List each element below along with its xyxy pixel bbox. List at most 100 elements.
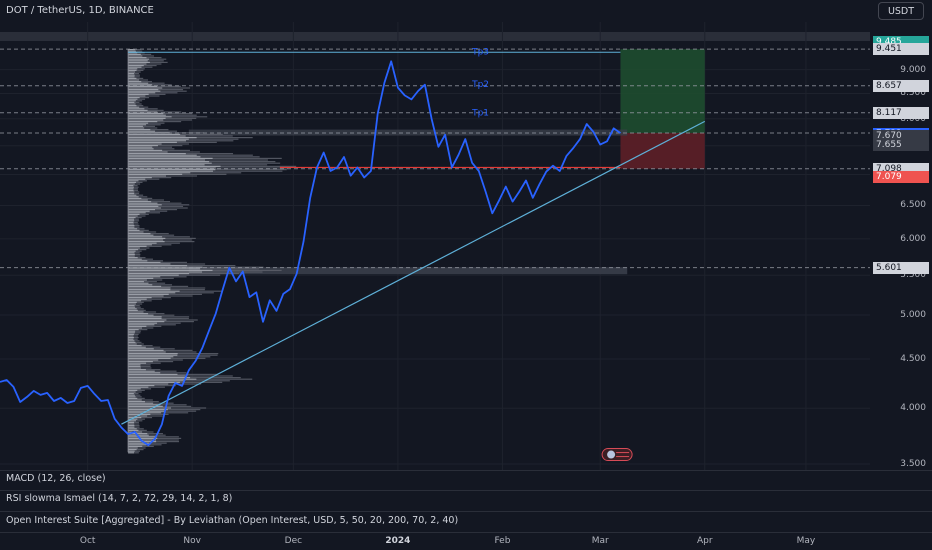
volume-profile-bar: [128, 340, 135, 342]
price-tag-value: 8.657: [876, 80, 902, 91]
volume-profile-bar: [128, 77, 137, 79]
volume-profile-bar: [128, 79, 140, 81]
volume-profile-bar: [128, 349, 164, 351]
volume-profile-bar: [128, 149, 163, 151]
volume-profile-bar: [128, 177, 152, 179]
volume-profile-bar: [128, 170, 213, 172]
volume-profile-bar: [128, 396, 136, 398]
volume-profile-bar: [128, 218, 135, 220]
flag-icon[interactable]: [601, 448, 633, 462]
volume-profile-bar: [128, 161, 210, 163]
chart-title: DOT / TetherUS, 1D, BINANCE: [6, 5, 154, 16]
volume-profile-bar: [128, 321, 165, 323]
volume-profile-bar: [128, 385, 155, 387]
price-tag-value: 7.079: [876, 171, 902, 182]
time-tick-label: Oct: [79, 536, 96, 546]
volume-profile-bar: [128, 383, 169, 385]
volume-profile-bar: [128, 145, 158, 147]
indicator-rsi[interactable]: RSI slowma Ismael (14, 7, 2, 72, 29, 14,…: [6, 493, 233, 504]
price-tag-value: 7.670: [876, 131, 902, 142]
price-tag-neutral: 8.117: [873, 106, 929, 119]
price-tag-value: 9.485: [876, 36, 902, 47]
volume-profile-bar: [128, 447, 138, 449]
volume-profile-bar: [128, 252, 135, 254]
indicator-macd[interactable]: MACD (12, 26, close): [6, 473, 106, 484]
volume-profile-bar: [128, 346, 146, 348]
volume-profile-bar: [128, 114, 166, 116]
drawings[interactable]: [121, 51, 706, 425]
volume-profile-bar: [128, 245, 147, 247]
volume-profile-bar: [128, 60, 148, 62]
volume-profile-bar: [128, 290, 180, 292]
volume-profile-bar: [128, 364, 141, 366]
volume-profile-bar: [128, 260, 148, 262]
volume-profile-bar: [128, 393, 134, 395]
volume-profile-bar: [128, 217, 136, 219]
volume-profile-bar: [128, 365, 141, 367]
volume-profile-bar: [128, 317, 162, 319]
volume-profile-bar: [128, 300, 142, 302]
volume-profile-bar: [128, 268, 201, 270]
price-tag-value: 8.117: [876, 107, 902, 118]
price-axis[interactable]: 3.5004.0004.5005.0005.5006.0006.5007.000…: [870, 22, 932, 470]
volume-profile-bar: [128, 429, 139, 431]
volume-profile-bar: [128, 269, 213, 271]
volume-profile-bar: [128, 255, 135, 257]
price-tick-label: 4.000: [900, 403, 926, 414]
time-tick-label: Dec: [284, 536, 303, 546]
volume-profile-bar: [128, 247, 140, 249]
volume-profile-bar: [128, 433, 148, 435]
volume-profile-bar: [128, 68, 138, 70]
volume-profile-bar: [128, 237, 166, 239]
currency-button[interactable]: USDT: [878, 2, 924, 20]
volume-profile-bar: [128, 85, 158, 87]
volume-profile-bar: [128, 380, 185, 382]
volume-profile-bar: [128, 129, 151, 131]
volume-profile-bar: [128, 157, 213, 159]
price-tag-value: 9.451: [876, 44, 902, 55]
volume-profile-bar: [128, 277, 154, 279]
volume-profile-bar: [128, 333, 134, 335]
volume-profile-bar: [128, 71, 136, 73]
volume-profile-bar: [128, 266, 203, 268]
volume-profile-bar: [128, 287, 171, 289]
volume-profile-bar: [128, 61, 150, 63]
volume-profile-bar: [128, 199, 148, 201]
volume-profile-bar: [128, 138, 189, 140]
volume-profile-bar: [128, 306, 136, 308]
volume-profile-bar: [128, 402, 154, 404]
annotation-label: Tp2: [471, 80, 489, 90]
price-tick-label: 6.000: [900, 233, 926, 244]
price-tick-label: 6.500: [900, 200, 926, 211]
volume-profile-bar: [128, 156, 201, 158]
indicator-open-interest[interactable]: Open Interest Suite [Aggregated] - By Le…: [6, 515, 459, 526]
time-axis[interactable]: Oct Nov Dec 2024 Feb Mar Apr May: [0, 532, 932, 550]
volume-profile-bar: [128, 449, 137, 451]
volume-profile-bar: [128, 258, 142, 260]
volume-profile-bar: [128, 308, 137, 310]
volume-profile-bar: [128, 122, 149, 124]
volume-profile-bar: [128, 205, 159, 207]
price-chart[interactable]: Tp3 Tp2 Tp1: [0, 22, 870, 470]
pane-separator: [0, 511, 932, 512]
volume-profile-bar: [128, 186, 134, 188]
volume-profile-bar: [128, 372, 161, 374]
volume-profile-bar: [128, 273, 190, 275]
volume-profile-bar: [128, 197, 142, 199]
volume-profile-bar: [128, 305, 135, 307]
profit-zone: [620, 49, 705, 133]
pane-separator: [0, 470, 932, 471]
volume-profile-bar: [128, 409, 168, 411]
volume-profile-bar: [128, 353, 178, 355]
volume-profile-bar: [128, 82, 149, 84]
volume-profile-bar: [128, 189, 134, 191]
volume-profile-bar: [128, 332, 135, 334]
volume-profile-bar: [128, 335, 134, 337]
volume-profile-bar: [128, 337, 134, 339]
volume-profile-bar: [128, 154, 197, 156]
time-tick-label: Feb: [494, 536, 511, 546]
volume-profile-bar: [128, 146, 153, 148]
price-tick-label: 8.500: [900, 88, 926, 99]
volume-profile-bar: [128, 279, 147, 281]
volume-profile-bar: [128, 377, 191, 379]
